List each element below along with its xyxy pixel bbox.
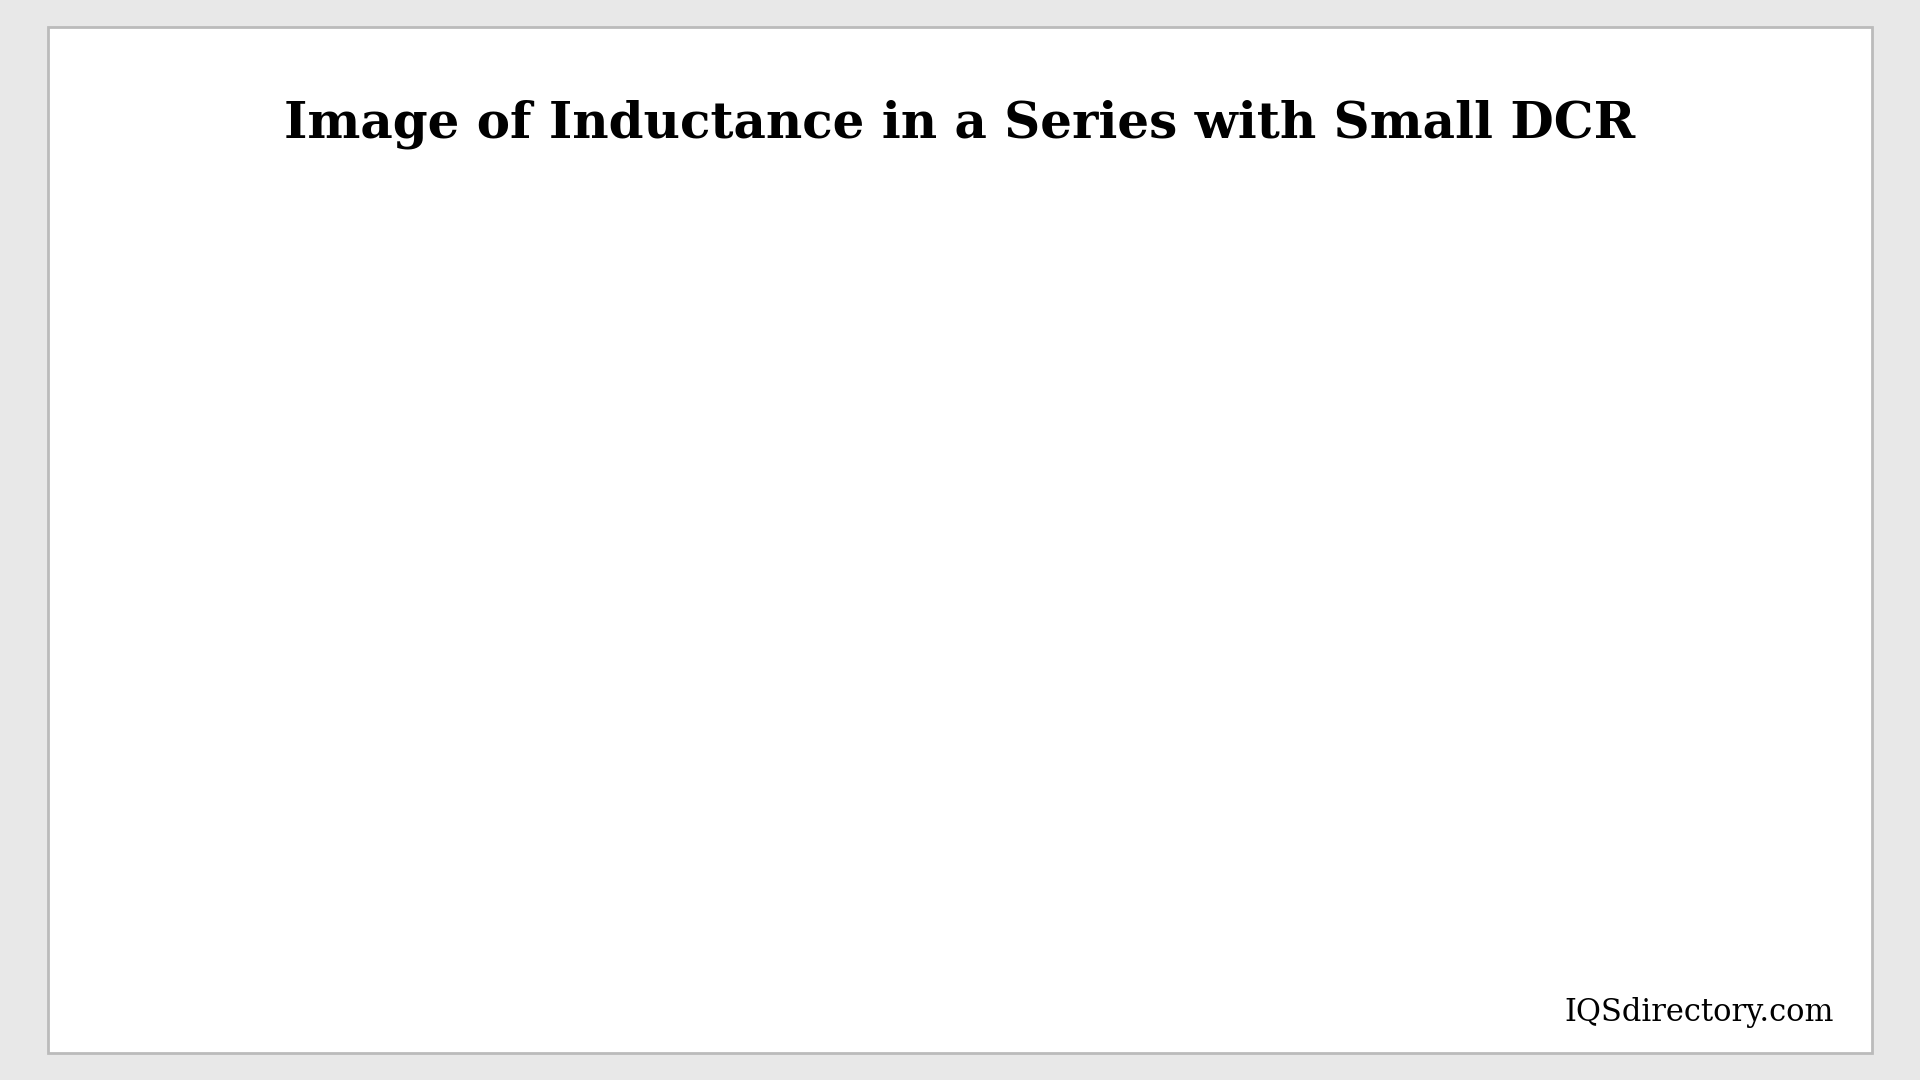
- Point: [177, 531, 207, 549]
- Text: IQSdirectory.com: IQSdirectory.com: [1565, 997, 1834, 1028]
- Point: [1713, 531, 1743, 549]
- Text: Inductance: Inductance: [626, 649, 799, 680]
- Text: Image of Inductance in a Series with Small DCR: Image of Inductance in a Series with Sma…: [284, 99, 1636, 149]
- Text: DCR: DCR: [1238, 649, 1309, 680]
